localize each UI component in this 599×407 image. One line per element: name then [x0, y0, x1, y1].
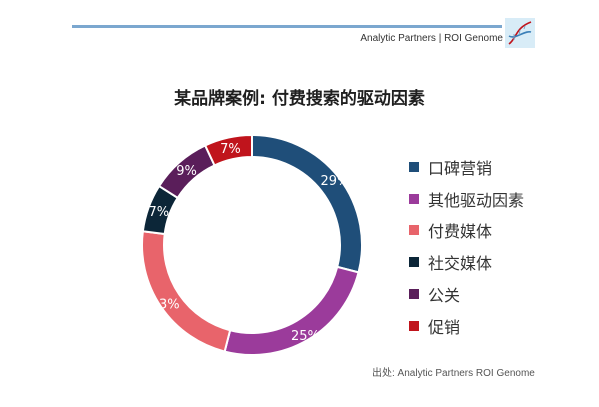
legend-label: 付费媒体	[428, 222, 493, 242]
legend-label: 公关	[428, 286, 461, 306]
legend-label: 其他驱动因素	[428, 190, 525, 210]
legend-item: 其他驱动因素	[409, 183, 524, 215]
legend-swatch	[409, 225, 419, 236]
slice-label-6: 7%	[220, 142, 241, 157]
chart-legend: 口碑营销其他驱动因素 付费媒体社交媒体公关促销	[409, 151, 524, 342]
slice-label-3: 23%	[151, 298, 180, 313]
legend-swatch	[409, 289, 419, 300]
donut-slice-3	[141, 230, 232, 353]
legend-item: 付费媒体	[409, 215, 524, 247]
legend-swatch	[409, 161, 419, 172]
dna-helix-icon	[505, 18, 535, 48]
legend-label: 社交媒体	[428, 254, 493, 274]
source-note: 出处: Analytic Partners ROI Genome	[372, 368, 535, 379]
donut-slice-6	[203, 133, 253, 167]
header-rule	[72, 25, 502, 28]
slice-label-1: 29%	[321, 174, 350, 189]
legend-label: 促销	[428, 317, 461, 337]
slice-label-5: 9%	[176, 164, 197, 179]
legend-item: 公关	[409, 278, 524, 310]
legend-item: 社交媒体	[409, 246, 524, 278]
legend-label: 口碑营销	[428, 158, 493, 178]
brand-text: Analytic Partners | ROI Genome	[360, 33, 503, 44]
donut-slice-1	[251, 133, 363, 274]
legend-swatch	[409, 193, 419, 204]
legend-swatch	[409, 320, 419, 331]
slice-label-2: 25%	[291, 329, 320, 344]
legend-item: 口碑营销	[409, 151, 524, 183]
slice-label-4: 7%	[149, 205, 170, 220]
legend-item: 促销	[409, 310, 524, 342]
legend-swatch	[409, 257, 419, 268]
chart-title: 某品牌案例: 付费搜索的驱动因素	[174, 89, 425, 109]
